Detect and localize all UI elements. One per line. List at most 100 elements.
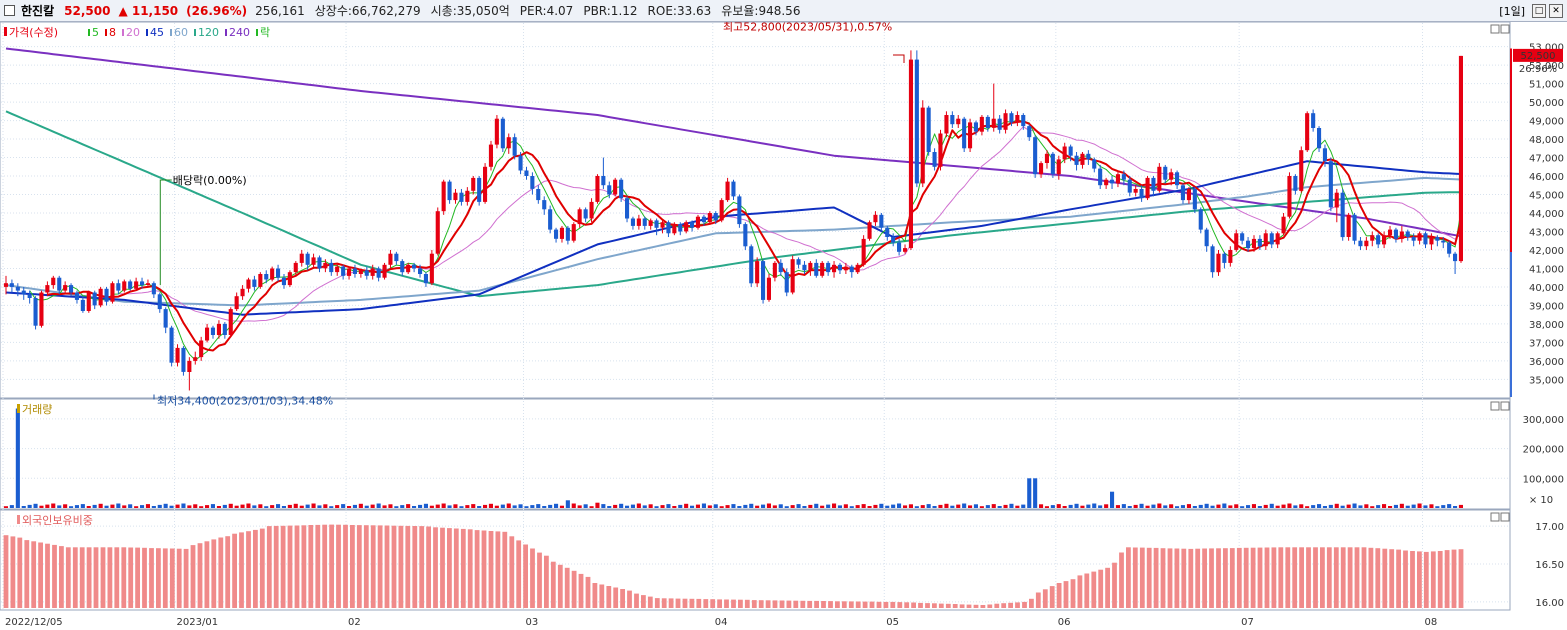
volume-bar bbox=[370, 504, 375, 508]
foreign-bar bbox=[710, 599, 716, 608]
period-selector[interactable]: [1일] bbox=[1499, 5, 1525, 18]
volume-bar bbox=[287, 504, 292, 508]
foreign-bar bbox=[329, 524, 334, 608]
candle bbox=[388, 249, 393, 269]
foreign-bar bbox=[1410, 551, 1415, 608]
volume-bar bbox=[252, 505, 257, 508]
foreign-bar bbox=[1333, 547, 1339, 608]
candle-body bbox=[518, 155, 523, 171]
volume-bar bbox=[1275, 505, 1280, 508]
foreign-bar bbox=[696, 598, 702, 608]
candle-body bbox=[1453, 253, 1458, 262]
panel-buttons[interactable] bbox=[1490, 24, 1510, 522]
volume-bar bbox=[1305, 506, 1310, 508]
volume-bar bbox=[625, 505, 630, 508]
candle-body bbox=[536, 189, 541, 201]
volume-bar bbox=[63, 504, 68, 508]
candle bbox=[459, 188, 464, 206]
volume-bar bbox=[1435, 506, 1440, 508]
price-panel bbox=[0, 22, 1511, 399]
candle bbox=[1393, 227, 1398, 243]
foreign-bar bbox=[1326, 547, 1332, 608]
candle-body bbox=[163, 309, 168, 328]
candle-body bbox=[619, 179, 624, 199]
price-change: ▲ 11,150 bbox=[118, 3, 179, 18]
select-checkbox[interactable] bbox=[4, 5, 15, 16]
maximize-icon[interactable]: □ bbox=[1532, 4, 1546, 18]
candle-body bbox=[1080, 153, 1085, 165]
volume-bar bbox=[938, 504, 943, 508]
foreign-bar bbox=[1015, 602, 1020, 608]
last-price-marker: 52,500 26.96% bbox=[1513, 48, 1563, 75]
ma-legend-label: 8 bbox=[109, 26, 116, 39]
foreign-bar bbox=[246, 531, 251, 608]
foreign-bar bbox=[1070, 579, 1076, 608]
volume-bar bbox=[979, 506, 984, 508]
candle bbox=[1334, 188, 1339, 223]
candle-body bbox=[45, 285, 50, 293]
candle bbox=[299, 249, 304, 267]
foreign-bar bbox=[253, 529, 258, 608]
foreign-bar bbox=[994, 603, 1000, 608]
candle bbox=[826, 261, 831, 276]
candle bbox=[1157, 163, 1162, 193]
candle bbox=[583, 207, 588, 223]
candle-body bbox=[352, 268, 357, 274]
volume-bar bbox=[1234, 504, 1239, 508]
volume-bar bbox=[595, 502, 600, 508]
foreign-bar bbox=[1229, 548, 1235, 608]
candle-body bbox=[1133, 189, 1138, 193]
volume-bar bbox=[1204, 503, 1209, 508]
foreign-bar bbox=[24, 540, 30, 608]
foreign-bar bbox=[530, 548, 535, 608]
foreign-bar bbox=[308, 525, 314, 608]
ma-legend-swatch bbox=[225, 29, 227, 36]
candle bbox=[92, 290, 97, 310]
candle bbox=[163, 307, 168, 334]
foreign-bar bbox=[440, 527, 445, 608]
candle bbox=[1021, 113, 1026, 130]
price-tick-label: 41,000 bbox=[1529, 264, 1564, 275]
candle bbox=[341, 264, 346, 280]
candle-body bbox=[1044, 153, 1049, 163]
foreign-bar bbox=[1146, 547, 1152, 608]
volume-bar bbox=[1210, 505, 1215, 508]
candle bbox=[151, 281, 156, 299]
foreign-bar bbox=[952, 604, 958, 608]
candle-body bbox=[406, 264, 411, 273]
candle bbox=[743, 222, 748, 250]
candle bbox=[926, 105, 931, 156]
price-tick-label: 46,000 bbox=[1529, 172, 1564, 183]
candle-body bbox=[412, 264, 417, 269]
foreign-bar bbox=[1299, 547, 1304, 608]
candle bbox=[654, 218, 659, 236]
volume-legend-label: 거래량 bbox=[22, 403, 52, 416]
foreign-bar bbox=[204, 541, 210, 608]
volume-bar bbox=[1080, 505, 1085, 508]
candle-body bbox=[258, 274, 263, 287]
candle-body bbox=[1458, 55, 1463, 262]
stock-name: 한진칼 bbox=[21, 4, 55, 18]
candle bbox=[157, 292, 162, 313]
ma-legend-label: 120 bbox=[198, 26, 219, 39]
volume-bar bbox=[1411, 504, 1416, 508]
candle-body bbox=[187, 360, 192, 372]
candle bbox=[1056, 155, 1061, 180]
candle bbox=[477, 176, 482, 206]
foreign-bar bbox=[509, 536, 515, 608]
foreign-bar bbox=[363, 525, 369, 608]
close-icon[interactable]: ✕ bbox=[1549, 4, 1563, 18]
candle bbox=[175, 344, 180, 367]
candle bbox=[1458, 55, 1463, 263]
foreign-bar bbox=[447, 528, 452, 608]
volume-bar bbox=[199, 506, 204, 508]
foreign-bar bbox=[1209, 548, 1214, 608]
volume-bar bbox=[1458, 504, 1463, 508]
candle bbox=[601, 157, 606, 189]
candle bbox=[1382, 231, 1387, 249]
foreign-bar bbox=[1285, 547, 1291, 608]
candle bbox=[1175, 170, 1180, 189]
candle bbox=[483, 163, 488, 204]
foreign-bar bbox=[86, 547, 92, 608]
volume-bar bbox=[908, 504, 913, 508]
